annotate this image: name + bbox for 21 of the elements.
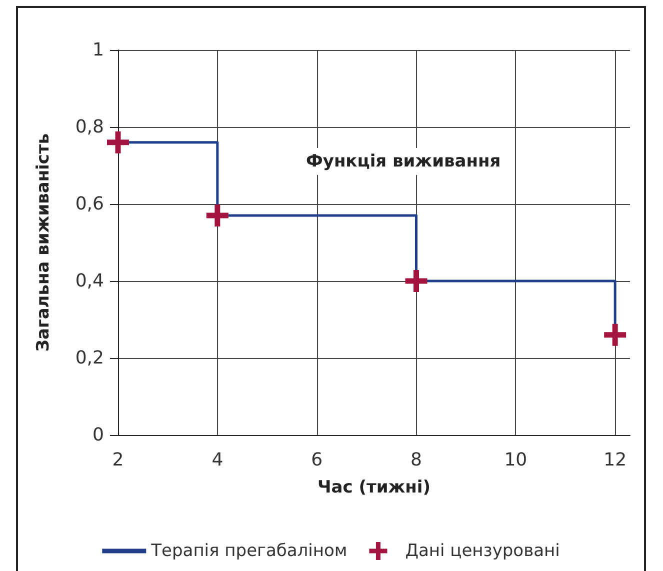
legend-label: Дані цензуровані: [405, 541, 560, 561]
y-tick-label: 0,4: [75, 270, 104, 292]
y-tick-label: 0,8: [75, 116, 104, 138]
y-axis-title: Загальна виживаність: [34, 133, 54, 352]
x-tick-label: 6: [311, 450, 323, 470]
x-axis-title: Час (тижні): [318, 478, 430, 498]
point: [604, 324, 626, 346]
y-tick-label: 0,2: [75, 348, 104, 368]
point: [107, 131, 129, 154]
y-tick-label: 1: [92, 40, 104, 60]
y-tick-label: 0: [92, 424, 104, 446]
point: [405, 270, 428, 292]
point: [206, 204, 228, 227]
x-tick-label: 12: [604, 450, 627, 470]
x-tick-label: 10: [504, 450, 528, 470]
x-tick-label: 4: [212, 450, 224, 470]
x-tick-label: 2: [112, 450, 124, 470]
text: Функція виживання: [306, 152, 501, 172]
x-tick-label: 8: [410, 450, 422, 470]
y-tick-label: 0,6: [75, 194, 104, 214]
legend-label: Терапія прегабаліном: [150, 541, 348, 561]
